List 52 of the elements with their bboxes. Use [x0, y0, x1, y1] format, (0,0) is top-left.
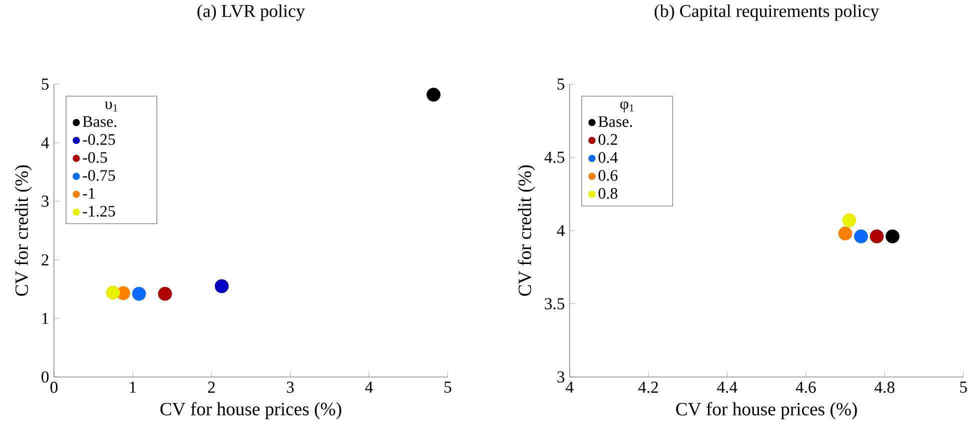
y-tick-label: 5	[558, 78, 564, 90]
y-tick-label: 5	[42, 78, 49, 90]
point	[842, 213, 856, 228]
legend-label: 0.6	[598, 170, 618, 181]
x-tick-label: 4	[566, 382, 574, 393]
legend-label: -0.75	[82, 170, 115, 181]
y-tick-label: 2	[42, 254, 48, 266]
legend-label: -0.5	[82, 152, 107, 163]
y-tick-label: 0	[42, 371, 49, 383]
point	[426, 88, 440, 102]
y-tick-label: 3.5	[544, 298, 564, 310]
point	[106, 286, 120, 300]
legend-label: Base.	[82, 116, 116, 128]
x-tick-label: 4.4	[717, 382, 738, 393]
legend-label: -1.25	[82, 206, 115, 217]
point	[838, 226, 852, 240]
legend-label: 0.8	[598, 188, 618, 199]
y-tick-label: 3	[42, 196, 49, 207]
x-axis-title: CV for house prices (%)	[160, 402, 342, 420]
x-axis-title: CV for house prices (%)	[676, 402, 857, 420]
x-tick-label: 4.2	[638, 382, 658, 393]
y-tick-label: 4	[556, 225, 565, 236]
point	[886, 230, 900, 244]
legend-label: -1	[82, 188, 95, 199]
x-tick-label: 4.6	[796, 382, 816, 393]
x-tick-label: 1	[130, 382, 136, 393]
y-tick-label: 4.5	[544, 152, 564, 163]
x-tick-label: 4	[365, 382, 373, 393]
point	[854, 230, 868, 244]
chart-title: (b) Capital requirements policy	[654, 4, 880, 21]
point	[158, 286, 172, 301]
legend-label: 0.4	[598, 152, 618, 163]
legend-label: Base.	[598, 116, 632, 128]
x-tick-label: 3	[286, 382, 294, 393]
y-tick-label: 4	[41, 137, 49, 148]
legend-title: φ$_{1}$	[620, 101, 634, 112]
x-tick-label: 4.8	[874, 382, 894, 394]
point	[214, 279, 229, 294]
y-axis-title: CV for credit (%)	[518, 165, 535, 296]
x-tick-label: 0	[50, 382, 58, 393]
point	[132, 286, 146, 301]
legend-label: -0.25	[82, 134, 115, 145]
x-tick-label: 5	[444, 382, 452, 393]
x-tick-label: 5	[960, 382, 967, 393]
y-axis-title: CV for credit (%)	[14, 165, 32, 296]
x-tick-label: 2	[208, 382, 215, 393]
y-tick-label: 3	[557, 371, 564, 383]
point	[870, 230, 884, 244]
chart-title: (a) LVR policy	[198, 4, 305, 21]
legend-label: 0.2	[598, 134, 618, 146]
y-tick-label: 1	[42, 312, 48, 324]
legend-title: υ$_{1}$	[104, 101, 118, 112]
